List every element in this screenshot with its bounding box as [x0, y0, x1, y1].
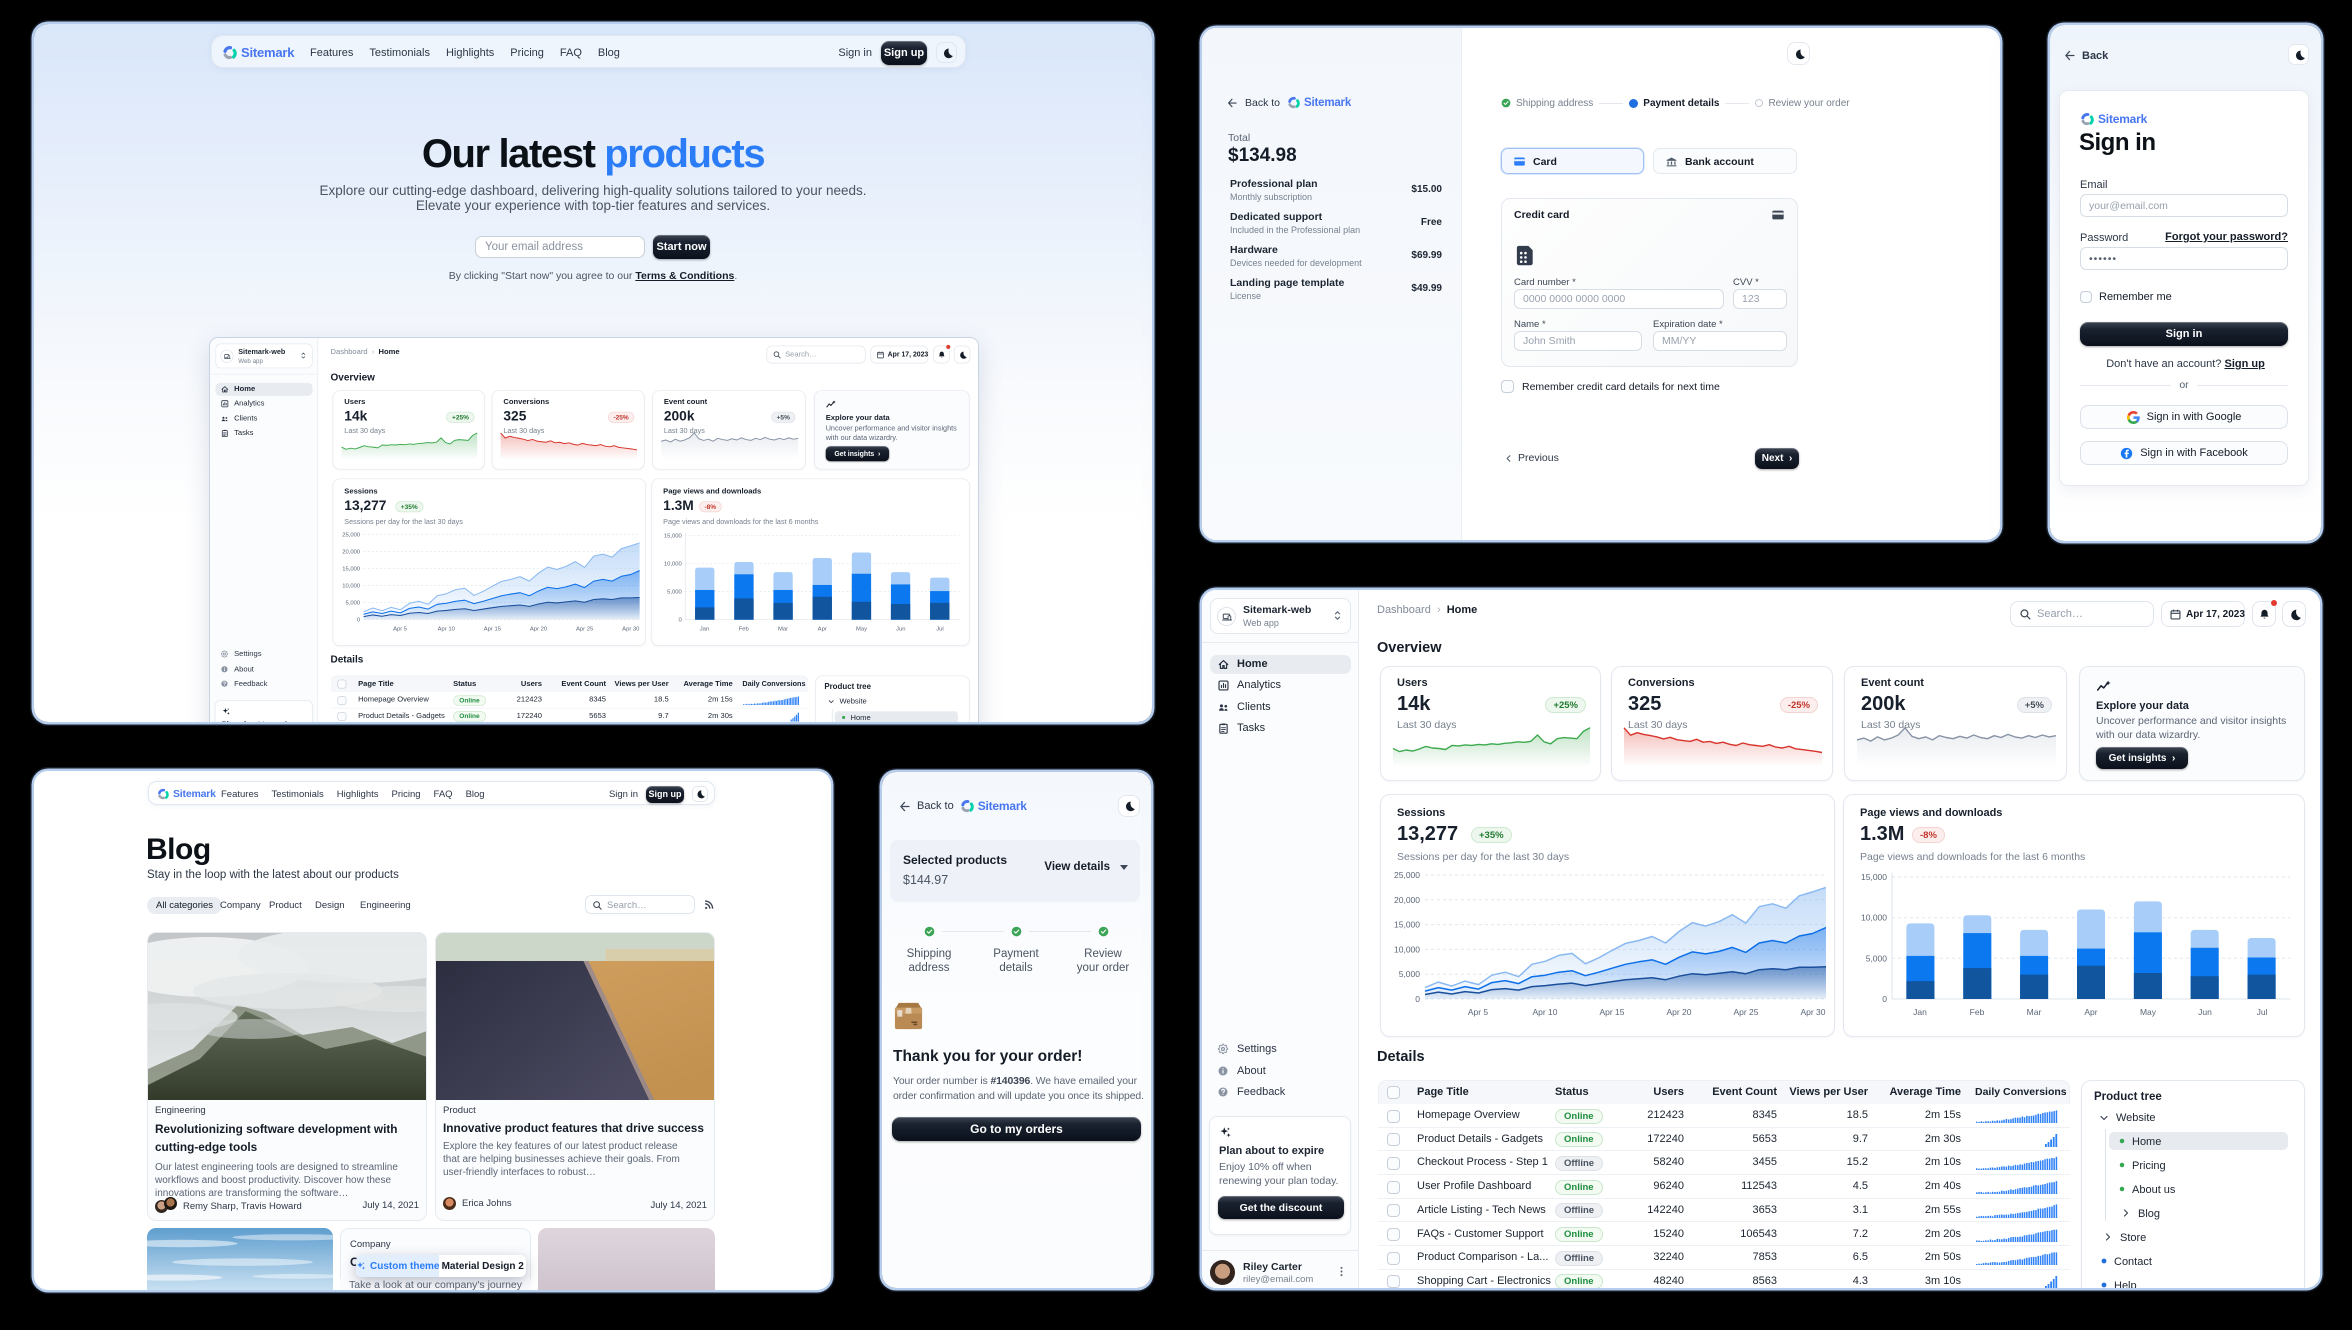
svg-text:May: May: [2140, 1007, 2157, 1017]
svg-text:10,000: 10,000: [664, 562, 683, 568]
svg-text:Apr 25: Apr 25: [576, 627, 593, 633]
svg-text:15,000: 15,000: [664, 534, 683, 540]
svg-text:Feb: Feb: [1970, 1007, 1985, 1017]
svg-text:Apr 15: Apr 15: [1599, 1007, 1624, 1017]
svg-text:Apr 15: Apr 15: [484, 627, 501, 633]
svg-text:5,000: 5,000: [1399, 969, 1421, 979]
svg-text:5,000: 5,000: [667, 590, 682, 596]
svg-text:Mar: Mar: [778, 627, 788, 633]
svg-text:Apr: Apr: [818, 627, 827, 633]
svg-text:20,000: 20,000: [1394, 895, 1420, 905]
svg-text:25,000: 25,000: [342, 532, 361, 538]
svg-text:10,000: 10,000: [1861, 913, 1887, 923]
svg-text:Apr: Apr: [2084, 1007, 2097, 1017]
svg-text:15,000: 15,000: [1861, 872, 1887, 882]
svg-text:10,000: 10,000: [342, 584, 361, 590]
svg-text:Apr 5: Apr 5: [1468, 1007, 1489, 1017]
svg-text:Jan: Jan: [1913, 1007, 1927, 1017]
svg-text:0: 0: [357, 618, 361, 624]
svg-text:Apr 20: Apr 20: [1666, 1007, 1691, 1017]
svg-text:Jan: Jan: [700, 627, 709, 633]
svg-text:5,000: 5,000: [346, 601, 361, 607]
svg-text:Apr 30: Apr 30: [622, 627, 640, 633]
svg-text:Mar: Mar: [2027, 1007, 2042, 1017]
svg-text:15,000: 15,000: [1394, 920, 1420, 930]
svg-text:20,000: 20,000: [342, 549, 361, 555]
svg-text:0: 0: [678, 618, 682, 624]
svg-text:Jun: Jun: [2198, 1007, 2212, 1017]
svg-text:0: 0: [1415, 994, 1420, 1004]
svg-text:0: 0: [1882, 994, 1887, 1004]
svg-text:15,000: 15,000: [342, 567, 361, 573]
svg-text:Jul: Jul: [936, 627, 943, 633]
svg-text:Apr 25: Apr 25: [1733, 1007, 1758, 1017]
svg-text:5,000: 5,000: [1866, 953, 1888, 963]
svg-text:10,000: 10,000: [1394, 944, 1420, 954]
svg-text:Apr 20: Apr 20: [530, 627, 548, 633]
svg-text:Apr 10: Apr 10: [1532, 1007, 1557, 1017]
svg-text:Apr 10: Apr 10: [438, 627, 456, 633]
svg-text:May: May: [856, 627, 867, 633]
svg-text:Jun: Jun: [896, 627, 905, 633]
svg-text:25,000: 25,000: [1394, 871, 1420, 880]
svg-text:Jul: Jul: [2257, 1007, 2268, 1017]
svg-text:Apr 30: Apr 30: [1800, 1007, 1825, 1017]
svg-text:Apr 5: Apr 5: [393, 627, 407, 633]
svg-text:Feb: Feb: [739, 627, 749, 633]
